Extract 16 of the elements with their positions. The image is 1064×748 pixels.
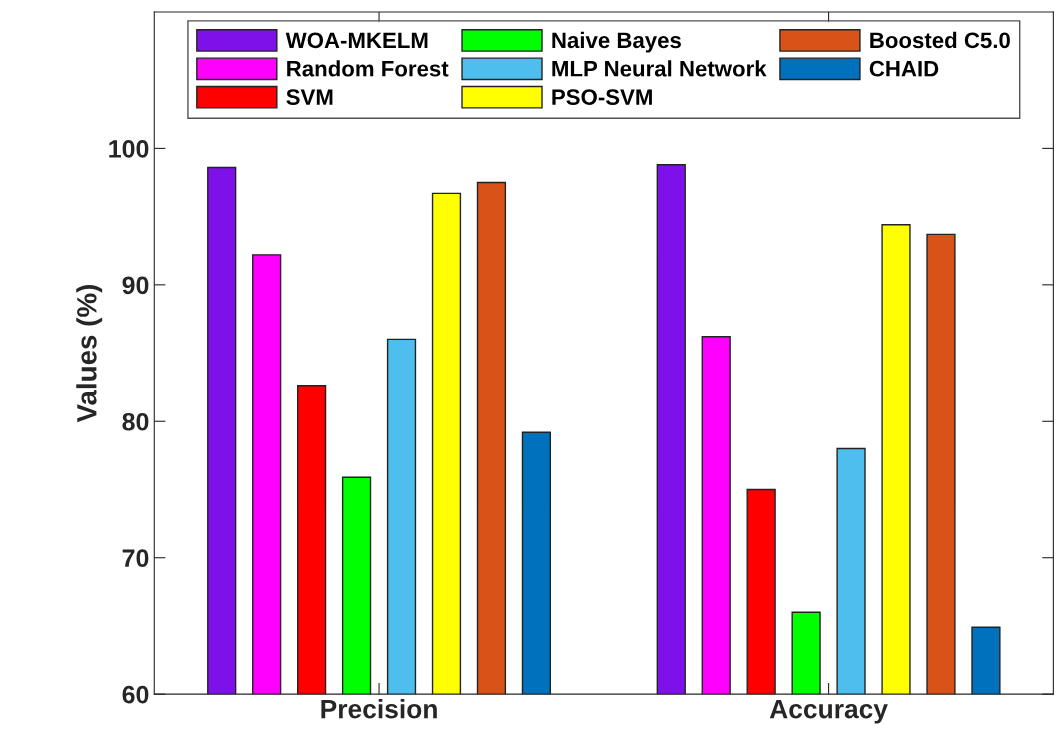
y-tick-label: 90 [122, 276, 149, 295]
x-tick-label: Precision [321, 699, 437, 719]
y-tick-label: 100 [109, 140, 149, 158]
y-tick-label: 70 [122, 549, 149, 568]
y-tick-label: 80 [122, 412, 149, 431]
legend-label: Random Forest [287, 60, 449, 77]
y-tick-label: 60 [122, 685, 149, 704]
legend-label: MLP Neural Network [552, 60, 767, 77]
legend-label: Naive Bayes [552, 31, 681, 53]
legend-label: WOA-MKELM [285, 32, 428, 49]
legend-label: CHAID [869, 60, 939, 77]
legend-label: PSO-SVM [552, 89, 652, 105]
x-tick-label: Accuracy [769, 699, 888, 724]
y-axis-title: Values (%) [76, 284, 103, 423]
legend-label: Boosted C5.0 [870, 31, 1010, 49]
legend-label: SVM [286, 89, 333, 105]
